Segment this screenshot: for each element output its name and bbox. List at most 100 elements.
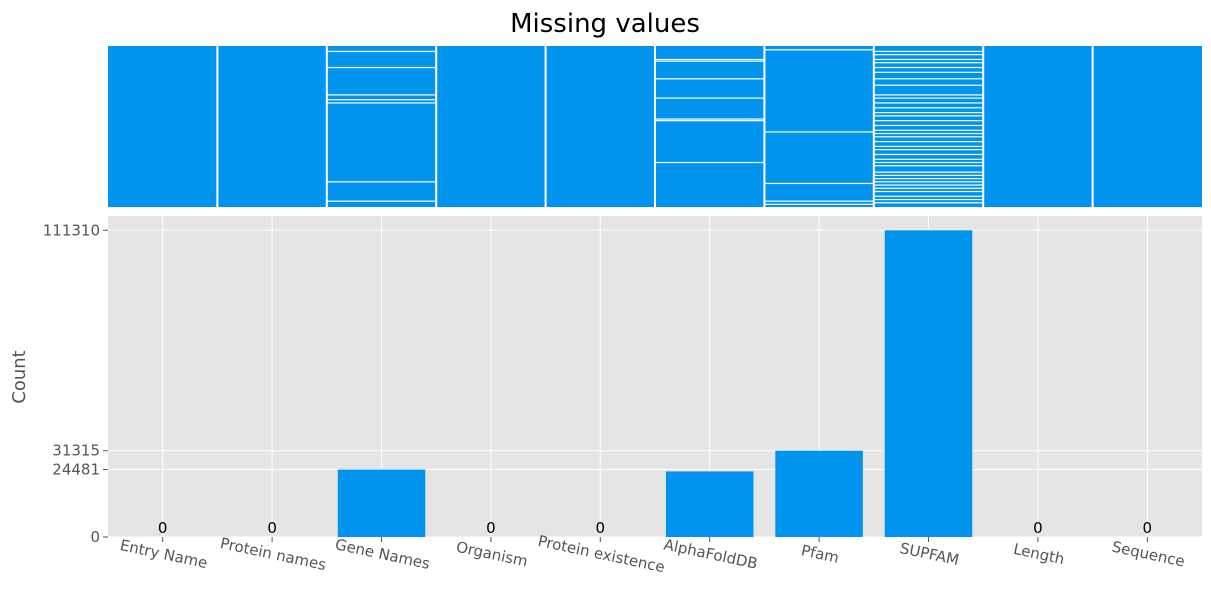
- missing-row-line: [655, 58, 765, 61]
- column-separator: [872, 46, 875, 207]
- x-tick-label: Organism: [455, 538, 530, 571]
- missing-row-line: [655, 97, 765, 99]
- y-axis-label: Count: [9, 350, 30, 403]
- missing-row-line: [326, 50, 437, 53]
- y-tick-label: 0: [90, 528, 100, 546]
- bar-data-label: 0: [1143, 519, 1153, 537]
- x-tick-label: Pfam: [800, 541, 841, 567]
- missing-row-line: [873, 50, 984, 53]
- column-separator: [325, 46, 328, 207]
- bar-data-label: 0: [596, 519, 606, 537]
- missing-row-line: [873, 66, 984, 69]
- missing-row-line: [873, 94, 984, 96]
- missing-row-line: [873, 97, 984, 99]
- missing-row-line: [655, 161, 765, 164]
- bar-data-label: 0: [486, 519, 496, 537]
- bar-data-label: 0: [1033, 519, 1043, 537]
- missing-row-line: [873, 202, 984, 204]
- column-separator: [1091, 46, 1094, 207]
- missing-row-line: [873, 184, 984, 186]
- bar-data-label: 0: [158, 519, 168, 537]
- missing-row-line: [873, 158, 984, 160]
- missing-row-line: [873, 58, 984, 61]
- missing-row-line: [326, 94, 437, 96]
- missing-row-line: [873, 78, 984, 80]
- missing-row-line: [873, 149, 984, 151]
- missing-row-line: [873, 190, 984, 193]
- missing-row-line: [873, 84, 984, 86]
- column-separator: [763, 46, 766, 207]
- missing-row-line: [873, 181, 984, 183]
- bar-data-label: 0: [267, 519, 277, 537]
- column-separator: [982, 46, 985, 207]
- matrix-column-fill: [1092, 46, 1202, 207]
- matrix-column-protein-existence: [544, 46, 655, 207]
- missing-row-line: [326, 181, 437, 183]
- missingness-matrix: [108, 46, 1202, 207]
- y-tick-label: 111310: [43, 221, 100, 239]
- missing-row-line: [873, 140, 984, 143]
- missing-row-line: [764, 49, 874, 51]
- column-separator: [654, 46, 656, 207]
- bar-supfam: [884, 230, 973, 537]
- missing-row-line: [873, 174, 984, 176]
- missing-row-line: [764, 200, 874, 202]
- missing-row-line: [873, 62, 984, 64]
- matrix-column-supfam: [872, 46, 984, 207]
- matrix-column-pfam: [763, 46, 874, 207]
- missing-row-line: [873, 161, 984, 164]
- missing-row-line: [655, 120, 765, 122]
- matrix-column-length: [982, 46, 1093, 207]
- missing-row-line: [655, 78, 765, 80]
- matrix-column-protein-names: [216, 46, 327, 207]
- bar-pfam: [775, 450, 863, 537]
- missing-row-line: [873, 145, 984, 148]
- x-tick-label: SUPFAM: [898, 539, 960, 569]
- matrix-column-fill: [655, 46, 765, 207]
- matrix-column-fill: [217, 46, 327, 207]
- missing-row-line: [873, 120, 984, 122]
- x-axis: Entry Name Protein names Gene Names Organis…: [118, 532, 1186, 576]
- missing-row-line: [326, 99, 437, 101]
- matrix-column-sequence: [1091, 46, 1202, 207]
- matrix-column-entry-name: [108, 46, 218, 207]
- missing-row-line: [873, 132, 984, 135]
- matrix-column-gene-names: [325, 46, 437, 207]
- column-separator: [544, 46, 547, 207]
- column-separator: [435, 46, 438, 207]
- bar-gene-names: [337, 469, 426, 537]
- missing-row-line: [764, 131, 874, 133]
- matrix-column-fill: [436, 46, 546, 207]
- y-tick-label: 31315: [52, 442, 100, 460]
- matrix-column-fill: [545, 46, 655, 207]
- matrix-column-fill: [983, 46, 1093, 207]
- matrix-column-fill: [764, 46, 874, 207]
- missing-row-line: [873, 71, 984, 73]
- x-tick-label: Length: [1012, 540, 1066, 568]
- x-tick-label: Gene Names: [334, 535, 432, 573]
- missing-row-line: [873, 102, 984, 104]
- matrix-column-fill: [873, 46, 984, 207]
- missing-row-line: [873, 195, 984, 197]
- missing-row-line: [873, 129, 984, 131]
- missing-row-line: [873, 187, 984, 189]
- chart-title: Missing values: [510, 9, 700, 39]
- bars: [337, 230, 973, 537]
- x-tick-label: Protein existence: [536, 532, 666, 576]
- x-tick-label: Protein names: [219, 534, 328, 574]
- missing-row-line: [655, 60, 765, 62]
- bar-alphafolddb: [665, 471, 754, 537]
- missing-row-line: [873, 178, 984, 180]
- missing-row-line: [873, 153, 984, 156]
- missing-row-line: [873, 165, 984, 167]
- missing-row-line: [873, 198, 984, 201]
- y-tick-label: 24481: [52, 461, 100, 479]
- missing-row-line: [873, 124, 984, 127]
- missing-row-line: [873, 136, 984, 138]
- bar-data-labels: 0 0 0 0 0 0: [158, 519, 1152, 537]
- x-tick-label: Entry Name: [118, 536, 209, 572]
- x-tick-label: Sequence: [1110, 538, 1186, 571]
- missing-row-line: [764, 182, 874, 185]
